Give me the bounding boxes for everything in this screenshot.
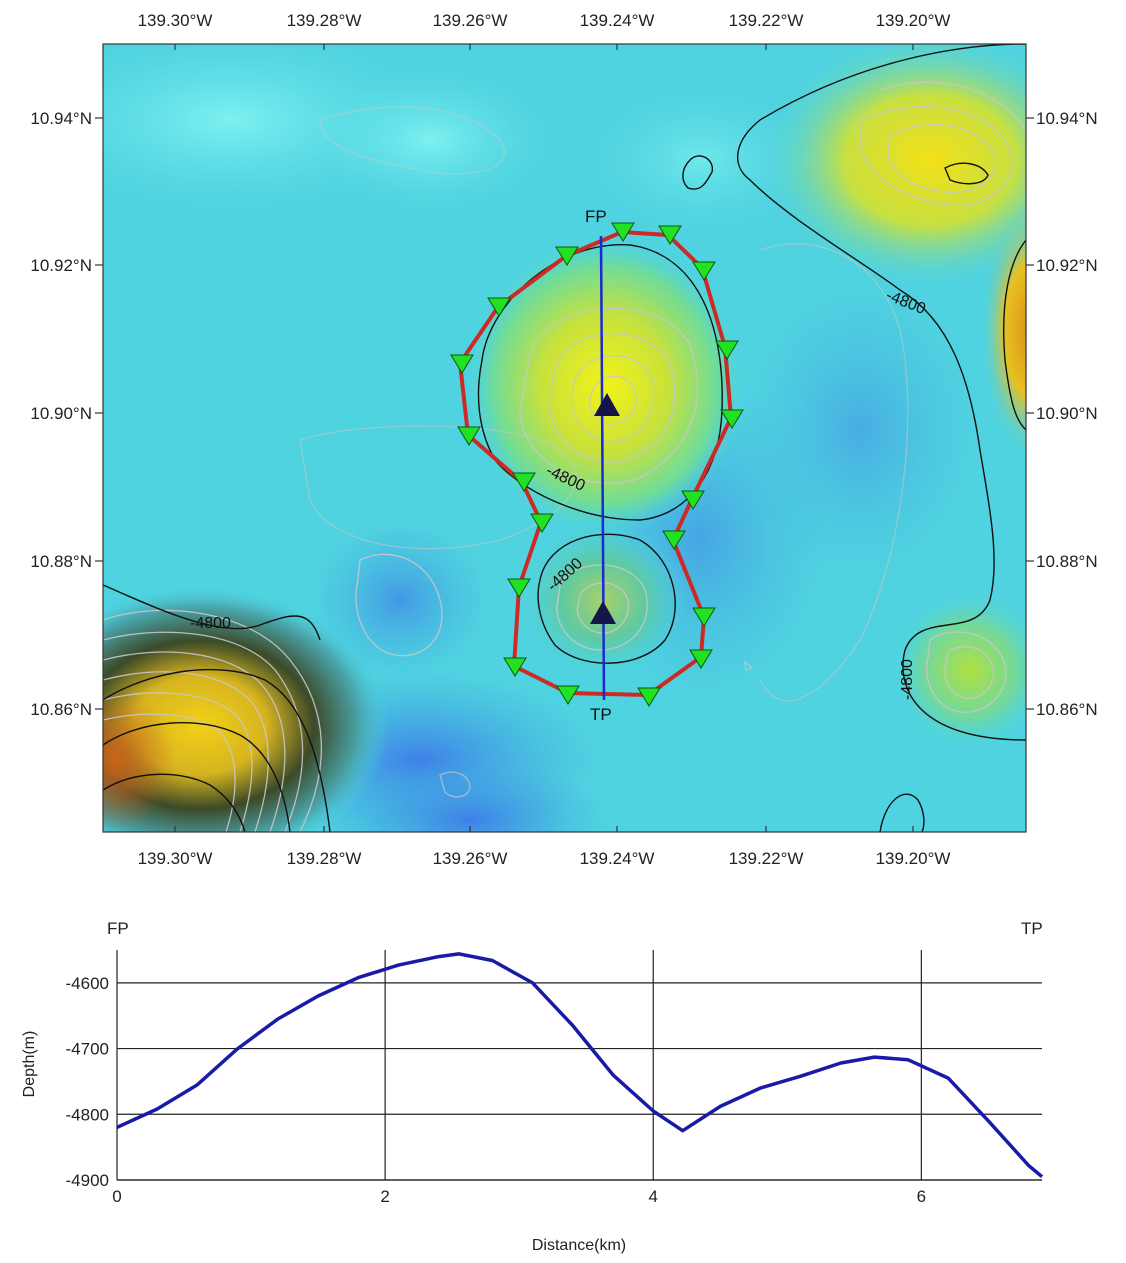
chart-left-label: FP [107, 919, 129, 938]
station-marker [556, 685, 580, 705]
lon-tick-label-top: 139.26°W [433, 11, 508, 30]
lon-tick-label-bottom: 139.20°W [876, 849, 951, 868]
station-marker [450, 354, 474, 374]
lat-tick-label-left: 10.88°N [30, 552, 92, 571]
lat-tick-label-left: 10.90°N [30, 404, 92, 423]
chart-grid [116, 950, 1042, 1181]
lon-tick-label-top: 139.30°W [138, 11, 213, 30]
y-tick-label: -4900 [66, 1171, 109, 1190]
station-marker [457, 426, 481, 446]
bathymetry-map: -4800 -4800 -4800 -4800 -4800 [30, 11, 1097, 868]
station-marker [487, 297, 511, 317]
x-tick-label: 0 [112, 1187, 121, 1206]
lon-tick-label-top: 139.22°W [729, 11, 804, 30]
y-tick-label: -4600 [66, 974, 109, 993]
lon-tick-label-bottom: 139.30°W [138, 849, 213, 868]
x-tick-label: 2 [380, 1187, 389, 1206]
lat-tick-label-right: 10.88°N [1036, 552, 1098, 571]
chart-right-label: TP [1021, 919, 1043, 938]
lat-tick-label-left: 10.92°N [30, 256, 92, 275]
depth-profile-line [116, 952, 1044, 1179]
summit-marker-south [590, 601, 616, 624]
lon-tick-label-bottom: 139.22°W [729, 849, 804, 868]
map-tick-labels: 139.30°W 139.30°W 139.28°W 139.28°W 139.26°W… [30, 11, 1097, 868]
lon-tick-label-bottom: 139.26°W [433, 849, 508, 868]
station-marker [662, 530, 686, 550]
contour-label: -4800 [190, 615, 231, 632]
contour-label: -4800 [899, 659, 916, 700]
map-axes [95, 44, 1034, 832]
lon-tick-label-bottom: 139.24°W [580, 849, 655, 868]
survey-boundary [458, 230, 733, 697]
lat-tick-label-right: 10.86°N [1036, 700, 1098, 719]
map-frame [102, 43, 1027, 833]
station-marker [637, 687, 661, 707]
lat-tick-label-left: 10.94°N [30, 109, 92, 128]
y-axis-label: Depth(m) [21, 1031, 38, 1098]
station-marker [689, 649, 713, 669]
lon-tick-label-top: 139.20°W [876, 11, 951, 30]
station-marker [658, 225, 682, 245]
profile-start-label: FP [585, 207, 607, 226]
x-tick-label: 4 [648, 1187, 657, 1206]
lat-tick-label-right: 10.92°N [1036, 256, 1098, 275]
station-marker [681, 490, 705, 510]
station-marker [692, 261, 716, 281]
station-marker [507, 578, 531, 598]
station-marker [692, 607, 716, 627]
bathymetry-shading [103, 44, 1026, 832]
station-marker [503, 657, 527, 677]
x-axis-label: Distance(km) [532, 1237, 626, 1254]
x-tick-label: 6 [917, 1187, 926, 1206]
lat-tick-label-left: 10.86°N [30, 700, 92, 719]
lon-tick-label-top: 139.28°W [287, 11, 362, 30]
station-marker [530, 513, 554, 533]
station-markers [450, 222, 744, 707]
y-tick-label: -4700 [66, 1040, 109, 1059]
y-tick-label: -4800 [66, 1105, 109, 1124]
lat-tick-label-right: 10.94°N [1036, 109, 1098, 128]
lon-tick-label-top: 139.24°W [580, 11, 655, 30]
lat-tick-label-right: 10.90°N [1036, 404, 1098, 423]
station-marker [720, 409, 744, 429]
station-marker [611, 222, 635, 242]
profile-end-label: TP [590, 705, 612, 724]
station-marker [555, 246, 579, 266]
summit-marker-north [594, 393, 620, 416]
lon-tick-label-bottom: 139.28°W [287, 849, 362, 868]
station-marker [512, 472, 536, 492]
station-marker [715, 340, 739, 360]
